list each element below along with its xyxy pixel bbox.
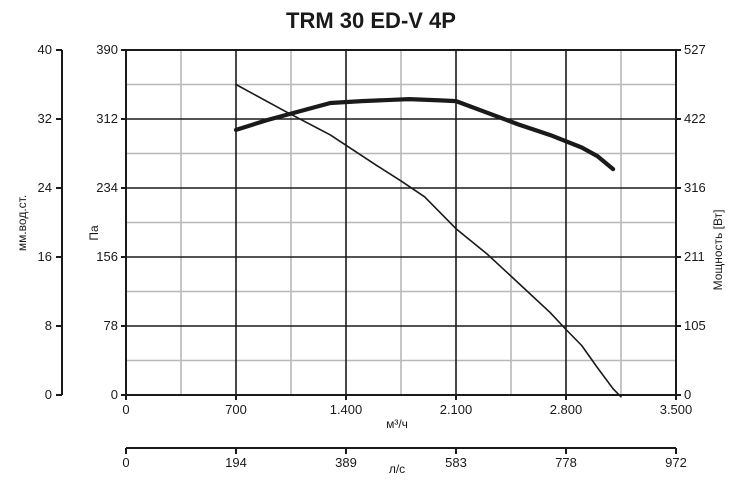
tick-labels: 0 8 16 24 32 40 0 78 156 234 312 390 0 105 211 316 422 52… bbox=[38, 42, 706, 470]
x-tick-label: 700 bbox=[225, 402, 247, 417]
power-tick-label: 211 bbox=[684, 249, 705, 264]
secondary-x-tick-label: 583 bbox=[445, 455, 467, 470]
x-axis-label: м³/ч bbox=[386, 417, 408, 431]
water-tick-label: 24 bbox=[38, 180, 52, 195]
x-secondary-axis-label: л/с bbox=[389, 462, 405, 476]
x-tick-label: 0 bbox=[122, 402, 129, 417]
pressure-tick-label: 0 bbox=[111, 387, 118, 402]
water-tick-label: 0 bbox=[45, 387, 52, 402]
y-water-axis-label: мм.вод.ст. bbox=[15, 195, 29, 251]
pressure-tick-label: 234 bbox=[96, 180, 118, 195]
pressure-curve bbox=[235, 83, 622, 398]
y-pressure-axis-label: Па bbox=[87, 225, 101, 241]
water-tick-label: 16 bbox=[38, 249, 52, 264]
pressure-tick-label: 312 bbox=[96, 111, 118, 126]
power-tick-label: 105 bbox=[684, 318, 706, 333]
water-tick-label: 8 bbox=[45, 318, 52, 333]
secondary-x-tick-label: 194 bbox=[225, 455, 247, 470]
power-tick-label: 422 bbox=[684, 111, 706, 126]
axes bbox=[56, 49, 681, 454]
x-tick-label: 2.800 bbox=[550, 402, 583, 417]
x-tick-label: 3.500 bbox=[660, 402, 693, 417]
secondary-x-tick-label: 0 bbox=[122, 455, 129, 470]
minor-gridlines bbox=[126, 50, 676, 395]
x-tick-label: 2.100 bbox=[440, 402, 473, 417]
power-tick-label: 0 bbox=[684, 387, 691, 402]
pressure-tick-label: 78 bbox=[104, 318, 118, 333]
power-tick-label: 316 bbox=[684, 180, 706, 195]
power-tick-label: 527 bbox=[684, 42, 706, 57]
chart-series bbox=[233, 83, 622, 398]
plot-frame bbox=[125, 49, 677, 396]
major-gridlines bbox=[126, 50, 676, 395]
secondary-x-tick-label: 972 bbox=[665, 455, 687, 470]
water-tick-label: 40 bbox=[38, 42, 52, 57]
pressure-tick-label: 390 bbox=[96, 42, 118, 57]
secondary-x-tick-label: 778 bbox=[555, 455, 577, 470]
x-tick-label: 1.400 bbox=[330, 402, 363, 417]
pressure-tick-label: 156 bbox=[96, 249, 118, 264]
power-curve bbox=[233, 96, 616, 172]
water-tick-label: 32 bbox=[38, 111, 52, 126]
y-power-axis-label: Мощность [Вт] bbox=[711, 210, 725, 291]
chart-title: TRM 30 ED-V 4P bbox=[286, 8, 456, 33]
secondary-x-tick-label: 389 bbox=[335, 455, 357, 470]
